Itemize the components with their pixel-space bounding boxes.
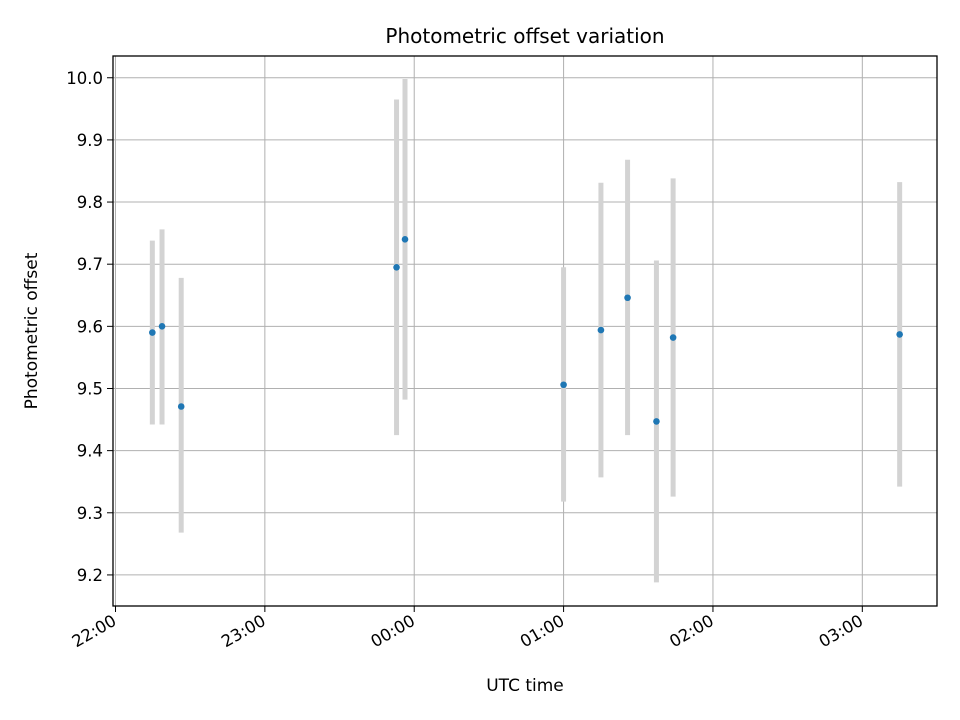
data-point <box>158 323 166 330</box>
grid <box>113 56 937 606</box>
data-point <box>560 381 567 389</box>
y-axis-ticks: 9.2 9.3 9.4 9.5 9.6 9.7 9.8 9.9 10.0 <box>66 69 113 585</box>
y-axis-label: Photometric offset <box>22 252 42 409</box>
data-point <box>597 326 605 334</box>
y-tick-label: 9.7 <box>77 255 103 274</box>
data-points <box>149 236 903 425</box>
y-tick-label: 9.4 <box>77 442 103 461</box>
y-tick-label: 9.3 <box>77 504 103 523</box>
data-point <box>393 263 400 271</box>
data-point <box>896 331 903 338</box>
y-tick-label: 9.6 <box>77 317 103 336</box>
plot-frame <box>112 55 938 607</box>
data-point <box>401 236 409 243</box>
data-point <box>177 403 185 410</box>
data-point <box>669 334 677 341</box>
y-tick-label: 9.5 <box>77 379 103 398</box>
y-tick-label: 9.2 <box>77 566 103 585</box>
y-tick-label: 9.9 <box>77 131 103 150</box>
chart-title: Photometric offset variation <box>385 24 664 48</box>
data-point <box>653 418 660 425</box>
data-point <box>149 329 156 336</box>
x-axis-label: UTC time <box>486 676 564 696</box>
data-point <box>624 294 631 302</box>
y-tick-label: 10.0 <box>66 69 103 88</box>
y-tick-label: 9.8 <box>77 193 103 212</box>
